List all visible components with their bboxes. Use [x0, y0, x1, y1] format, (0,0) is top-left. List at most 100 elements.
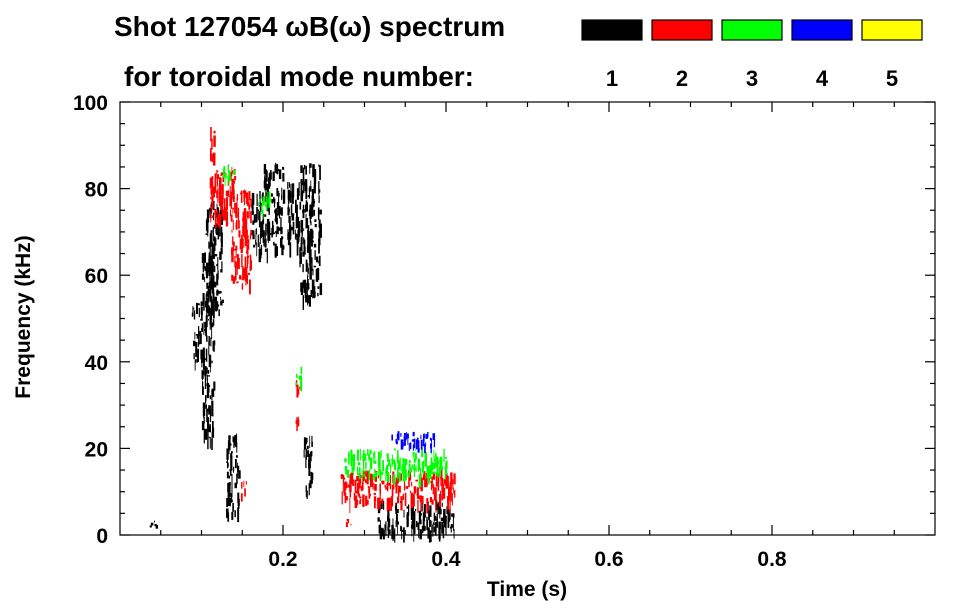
spectral-mark [233, 466, 235, 471]
spectral-mark [205, 399, 207, 404]
legend-swatch-mode-1 [581, 19, 643, 41]
spectral-mark [316, 267, 320, 281]
spectral-mark [206, 282, 209, 289]
spectral-mark [227, 164, 229, 172]
spectral-mark [413, 510, 416, 527]
spectral-mark [249, 279, 251, 295]
spectral-mark [217, 216, 219, 225]
spectral-mark [207, 387, 210, 393]
spectral-mark [213, 262, 215, 273]
spectral-mark [313, 175, 316, 189]
spectral-mark [228, 475, 230, 479]
spectral-mark [415, 439, 418, 450]
spectral-mark [252, 234, 255, 240]
spectral-mark [397, 521, 398, 536]
spectral-mark [236, 263, 238, 275]
spectral-mark [407, 473, 410, 477]
spectral-mark [450, 472, 453, 485]
spectral-mark [317, 260, 319, 264]
spectral-mark [305, 448, 307, 460]
spectral-mark [441, 494, 444, 501]
spectral-mark [205, 301, 206, 308]
spectral-mark [415, 448, 417, 452]
spectral-mark [368, 469, 371, 481]
spectral-mark [359, 496, 362, 499]
spectral-mark [268, 228, 271, 241]
spectral-mark [246, 274, 248, 285]
spectral-mark [364, 473, 366, 477]
spectral-mark [229, 469, 232, 472]
spectral-mark [448, 484, 449, 497]
spectral-mark [279, 212, 283, 215]
spectral-mark [200, 318, 203, 321]
spectral-mark [387, 456, 389, 463]
spectral-mark [307, 225, 310, 234]
spectral-mark [265, 189, 267, 193]
spectral-mark [412, 444, 414, 451]
spectral-mark [208, 319, 209, 321]
spectral-mark [211, 273, 214, 283]
spectral-mark [438, 525, 441, 540]
spectral-mark [219, 251, 222, 260]
spectral-mark [411, 521, 413, 537]
spectral-mark [266, 170, 268, 182]
spectral-mark [192, 306, 194, 317]
spectral-mark [303, 449, 305, 458]
spectral-mark [390, 464, 392, 474]
spectral-mark [211, 388, 215, 397]
spectral-mark [234, 248, 237, 251]
spectral-mark [238, 220, 240, 229]
spectral-mark [431, 499, 434, 505]
spectral-mark [362, 471, 364, 477]
spectral-mark [443, 479, 446, 485]
spectral-mark [315, 268, 318, 282]
spectral-mark [393, 474, 396, 485]
spectral-mark [234, 175, 237, 181]
spectral-mark [232, 236, 234, 246]
spectral-mark [387, 530, 390, 538]
spectral-mark [227, 512, 230, 522]
spectral-mark [318, 230, 321, 246]
spectral-mark [259, 233, 261, 244]
spectral-mark [280, 217, 282, 230]
spectral-mark [261, 220, 264, 231]
spectral-mark [387, 506, 390, 518]
spectral-mark [404, 492, 407, 506]
spectral-mark [422, 496, 424, 504]
spectral-mark [417, 448, 420, 453]
spectral-region-mode-1 [251, 189, 286, 264]
spectral-mark [214, 173, 217, 189]
spectral-mark [236, 197, 238, 209]
spectral-mark [287, 240, 290, 246]
spectral-mark [308, 187, 310, 199]
spectral-mark [420, 434, 422, 440]
spectral-mark [363, 471, 365, 482]
spectral-mark [449, 509, 451, 520]
spectral-mark [313, 243, 317, 248]
spectral-mark [224, 176, 226, 187]
spectral-mark [349, 497, 351, 514]
spectral-region-mode-2 [230, 189, 253, 295]
spectral-mark [273, 203, 276, 208]
spectral-mark [367, 486, 370, 489]
spectral-mark [222, 168, 225, 178]
spectral-mark [403, 480, 406, 491]
spectral-mark [242, 211, 245, 227]
spectral-mark [302, 204, 305, 213]
spectral-mark [297, 229, 300, 240]
spectral-mark [210, 241, 212, 243]
legend-label-mode-3: 3 [746, 66, 758, 91]
spectral-mark [443, 518, 446, 526]
spectral-mark [357, 466, 359, 476]
spectral-mark [342, 477, 346, 480]
spectral-mark [409, 442, 412, 450]
spectral-mark [388, 497, 391, 506]
spectral-mark [345, 481, 347, 491]
spectral-mark [213, 152, 215, 160]
spectral-mark [372, 482, 374, 490]
spectral-mark [207, 262, 209, 277]
spectral-mark [253, 230, 255, 237]
spectral-mark [429, 437, 432, 441]
spectral-mark [381, 471, 384, 475]
spectral-mark [381, 527, 384, 537]
